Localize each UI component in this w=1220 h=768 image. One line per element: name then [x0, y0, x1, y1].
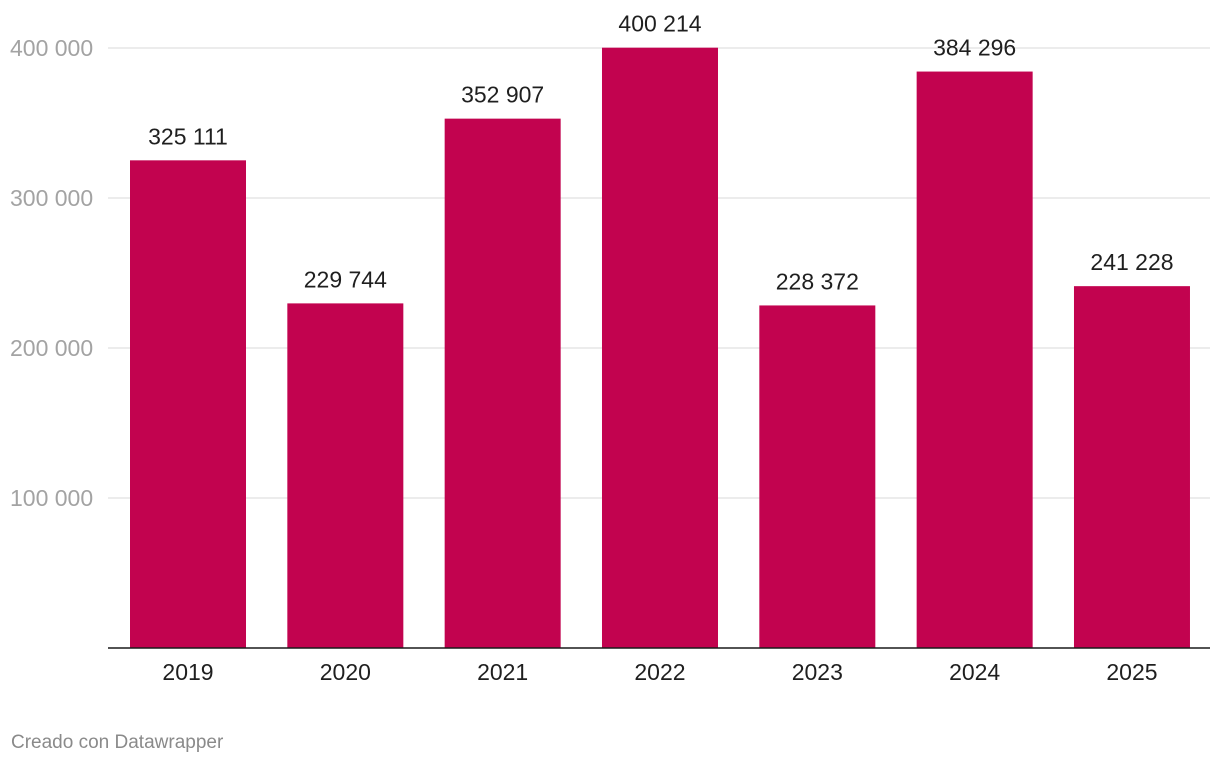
bar-2021: [444, 118, 561, 648]
bar-2019: [130, 160, 246, 648]
bar-2024: [916, 71, 1033, 648]
data-label-2019: 325 111: [148, 123, 228, 149]
bar-2020: [287, 303, 404, 648]
data-label-2021: 352 907: [461, 82, 544, 108]
x-tick-label-2023: 2023: [792, 659, 843, 685]
data-label-2022: 400 214: [618, 11, 701, 37]
data-labels: 325 111 229 744 352 907 400 214 228 372 384 2…: [148, 11, 1173, 295]
y-tick-label: 400 000: [10, 35, 93, 61]
x-tick-label-2019: 2019: [162, 659, 213, 685]
bar-2025: [1073, 286, 1190, 648]
bars: [130, 47, 1190, 648]
data-label-2020: 229 744: [304, 266, 387, 292]
y-axis-ticks: 100 000 200 000 300 000 400 000: [10, 35, 93, 511]
data-label-2025: 241 228: [1090, 249, 1173, 275]
data-label-2023: 228 372: [776, 268, 859, 294]
bar-chart: 100 000 200 000 300 000 400 000 325 111 229 …: [10, 11, 1210, 685]
y-tick-label: 200 000: [10, 335, 93, 361]
bar-2022: [601, 47, 718, 648]
x-tick-label-2024: 2024: [949, 659, 1000, 685]
x-tick-label-2025: 2025: [1106, 659, 1157, 685]
y-tick-label: 100 000: [10, 485, 93, 511]
y-tick-label: 300 000: [10, 185, 93, 211]
x-axis-ticks: 2019 2020 2021 2022 2023 2024 2025: [162, 659, 1157, 685]
x-tick-label-2021: 2021: [477, 659, 528, 685]
data-label-2024: 384 296: [933, 35, 1016, 61]
x-tick-label-2020: 2020: [320, 659, 371, 685]
bar-2023: [759, 305, 876, 648]
x-tick-label-2022: 2022: [634, 659, 685, 685]
footer-credit: Creado con Datawrapper: [11, 732, 224, 753]
